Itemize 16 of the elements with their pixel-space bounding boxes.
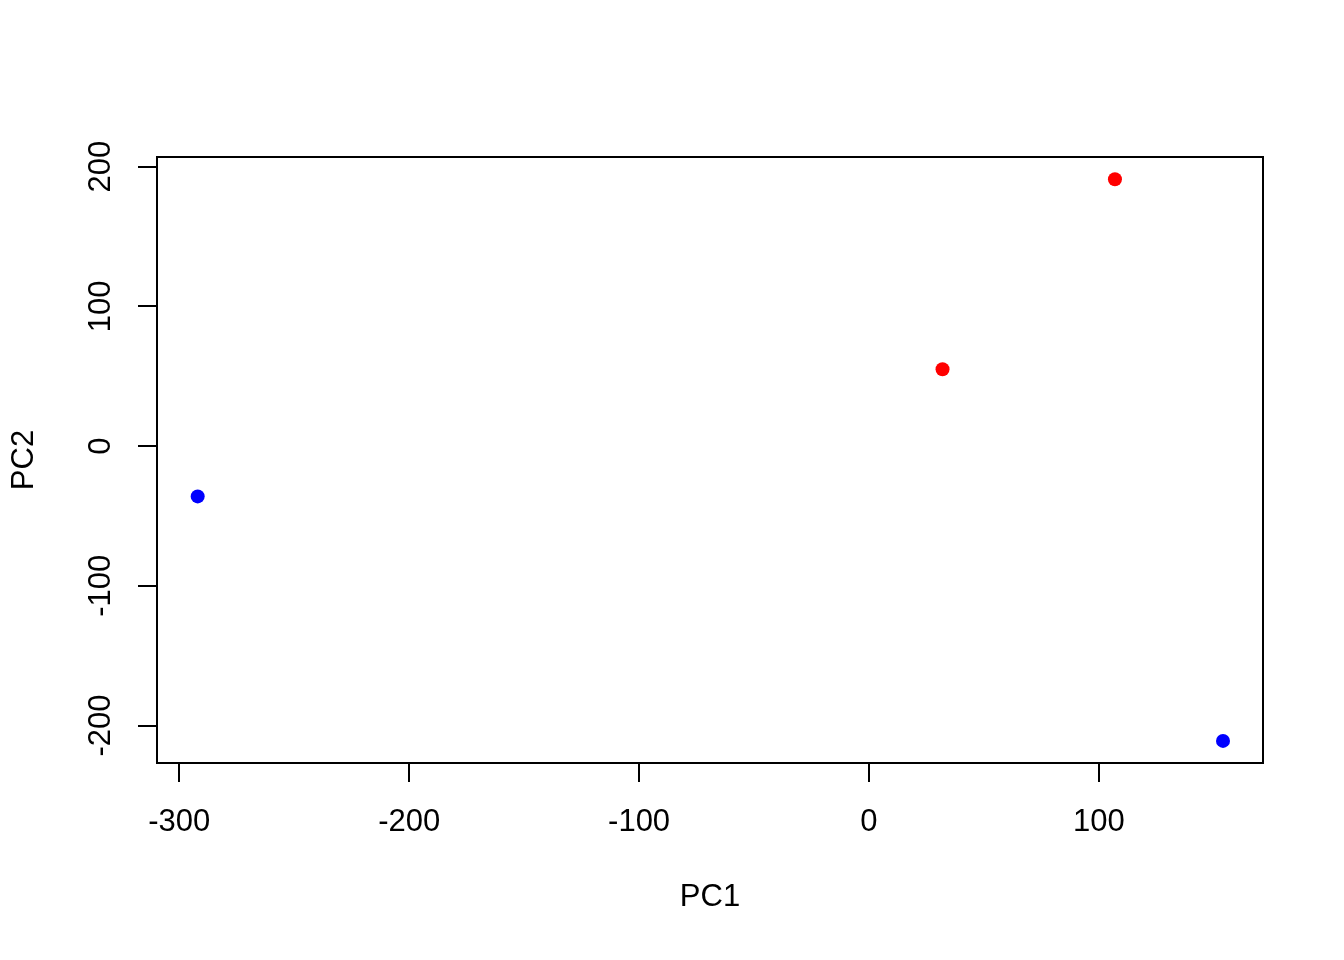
y-axis-title: PC2 (5, 429, 41, 491)
x-tick-label: -100 (608, 803, 671, 839)
point (1107, 172, 1122, 187)
y-tick-label: -100 (81, 554, 117, 617)
point (1216, 733, 1230, 748)
x-axis-title: PC1 (679, 877, 741, 913)
y-tick-label: -200 (81, 694, 117, 757)
y-tick-label: 0 (81, 437, 117, 455)
y-tick-label: 200 (81, 140, 117, 193)
x-tick-label: -200 (378, 803, 441, 839)
x-tick-label: 100 (1072, 803, 1125, 839)
x-tick-label: 0 (860, 803, 878, 839)
point (190, 489, 205, 504)
y-tick-label: 100 (81, 280, 117, 333)
x-tick-label: -300 (148, 803, 211, 839)
point (935, 362, 950, 377)
